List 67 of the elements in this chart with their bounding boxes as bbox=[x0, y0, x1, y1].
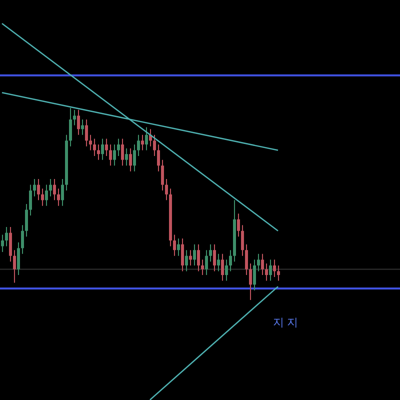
candlestick bbox=[253, 259, 256, 291]
candlestick bbox=[49, 178, 52, 197]
candlestick bbox=[197, 244, 200, 272]
candlestick bbox=[93, 138, 96, 156]
candlestick bbox=[117, 138, 120, 156]
candlestick bbox=[125, 148, 128, 166]
candlestick bbox=[229, 250, 232, 272]
candlestick bbox=[177, 238, 180, 256]
candlestick bbox=[185, 250, 188, 272]
candlestick bbox=[85, 119, 88, 147]
text: 지지 bbox=[273, 316, 301, 329]
candlestick bbox=[121, 138, 124, 166]
candlestick bbox=[205, 250, 208, 276]
candlestick bbox=[157, 144, 160, 172]
candlestick bbox=[225, 259, 228, 282]
candlestick bbox=[277, 264, 280, 282]
candlestick bbox=[101, 138, 104, 160]
candlestick bbox=[133, 144, 136, 172]
candlestick bbox=[145, 126, 148, 151]
candlestick bbox=[173, 234, 176, 256]
candlestick bbox=[61, 178, 64, 206]
candlestick bbox=[33, 178, 36, 197]
candlestick bbox=[165, 178, 168, 201]
candlestick bbox=[1, 234, 4, 252]
candlestick bbox=[153, 134, 156, 156]
candlestick bbox=[105, 138, 108, 156]
candlestick bbox=[241, 224, 244, 256]
candlestick bbox=[269, 259, 272, 282]
candlestick bbox=[21, 224, 24, 254]
candlestick bbox=[137, 134, 140, 156]
candlestick bbox=[257, 253, 260, 272]
candlestick bbox=[57, 188, 60, 206]
candlestick bbox=[41, 188, 44, 206]
candlestick bbox=[97, 144, 100, 160]
candlestick bbox=[5, 226, 8, 247]
candlestick bbox=[81, 119, 84, 136]
candlestick bbox=[9, 226, 12, 262]
candlestick bbox=[141, 134, 144, 151]
candlestick bbox=[265, 263, 268, 282]
candlestick bbox=[77, 109, 80, 136]
candlestick bbox=[201, 259, 204, 276]
candlestick bbox=[189, 250, 192, 266]
candlestick bbox=[193, 244, 196, 266]
candlestick bbox=[89, 134, 92, 151]
candlestick bbox=[249, 263, 252, 300]
candlestick bbox=[261, 253, 264, 276]
candlestick bbox=[53, 178, 56, 201]
candlestick bbox=[25, 204, 28, 238]
candlestick bbox=[17, 242, 20, 276]
candlestick bbox=[109, 144, 112, 166]
candlestick bbox=[37, 178, 40, 201]
candlestick bbox=[161, 159, 164, 192]
candlestick bbox=[45, 184, 48, 206]
candlestick bbox=[217, 253, 220, 272]
candlestick bbox=[245, 244, 248, 276]
candlestick bbox=[29, 184, 32, 216]
candlestick bbox=[237, 213, 240, 238]
candlestick bbox=[129, 148, 132, 172]
candlestick bbox=[181, 238, 184, 272]
candlestick bbox=[273, 259, 276, 278]
candlestick bbox=[113, 144, 116, 166]
candlestick bbox=[209, 244, 212, 262]
candlestick bbox=[73, 109, 76, 126]
candlestick bbox=[221, 253, 224, 282]
candlestick bbox=[213, 244, 216, 272]
candlestick bbox=[13, 250, 16, 284]
candlestick bbox=[69, 108, 72, 147]
